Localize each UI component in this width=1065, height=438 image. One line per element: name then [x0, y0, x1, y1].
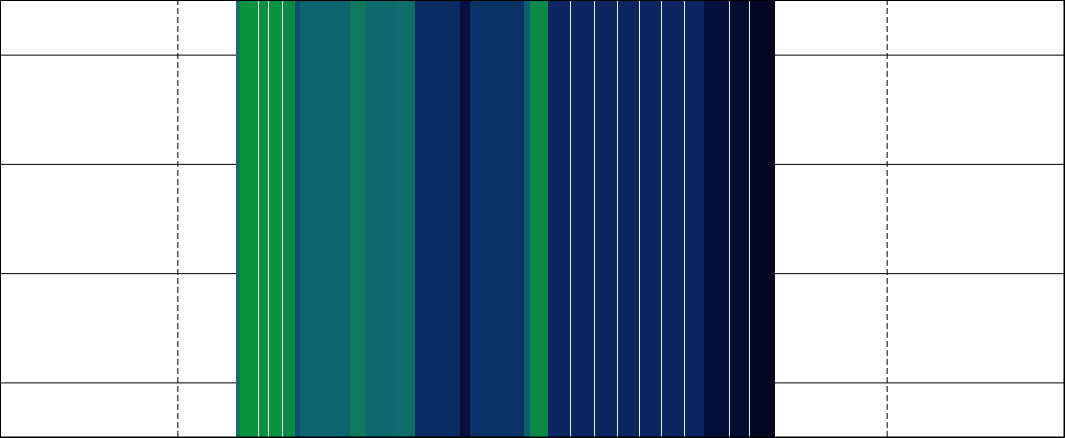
heatmap-cell: [365, 0, 395, 437]
y-axis: [0, 1, 1064, 438]
heatmap-cell: [530, 0, 548, 437]
heatmap-cell: [662, 0, 684, 437]
heatmap-cell: [704, 0, 729, 437]
heatmap-cell: [236, 0, 240, 437]
chart: [0, 0, 1065, 438]
heatmap-cell: [684, 0, 685, 437]
heatmap-cell: [415, 0, 460, 437]
heatmap-cell: [460, 0, 470, 437]
heatmap-cell: [639, 0, 640, 437]
heatmap-cell: [259, 0, 268, 437]
y-axis-line: [1, 1, 1065, 438]
heatmap-cell: [617, 0, 618, 437]
heatmap-cell: [295, 0, 300, 437]
heatmap-cell: [470, 0, 525, 437]
heatmap-cell: [269, 0, 282, 437]
heatmap-cell: [240, 0, 258, 437]
heatmap-cell: [548, 0, 571, 437]
heatmap-cell: [730, 0, 749, 437]
x-axis: [1, 0, 1065, 438]
x-tick: [177, 0, 178, 437]
heatmap-cell: [640, 0, 661, 437]
x-axis-line: [1, 0, 1065, 438]
heatmap-cell: [595, 0, 617, 437]
heatmap-cell: [618, 0, 639, 437]
plot: [0, 0, 1065, 438]
heatmap-cell: [283, 0, 295, 437]
plot-frame: [1, 1, 1065, 438]
heatmap-cell: [571, 0, 594, 437]
heatmap-cell: [300, 0, 350, 437]
x-grid-line: [887, 0, 888, 437]
heatmap-cell: [395, 0, 415, 437]
x-tick: [887, 0, 888, 437]
heatmap-cell: [685, 0, 704, 437]
heatmap-cell: [729, 0, 730, 437]
heatmap-cell: [282, 0, 283, 437]
heatmap-cell: [350, 0, 365, 437]
cells: [236, 0, 776, 437]
heatmap-cell: [524, 0, 529, 437]
heatmap-cell: [750, 0, 775, 437]
x-grid-line: [177, 0, 178, 437]
